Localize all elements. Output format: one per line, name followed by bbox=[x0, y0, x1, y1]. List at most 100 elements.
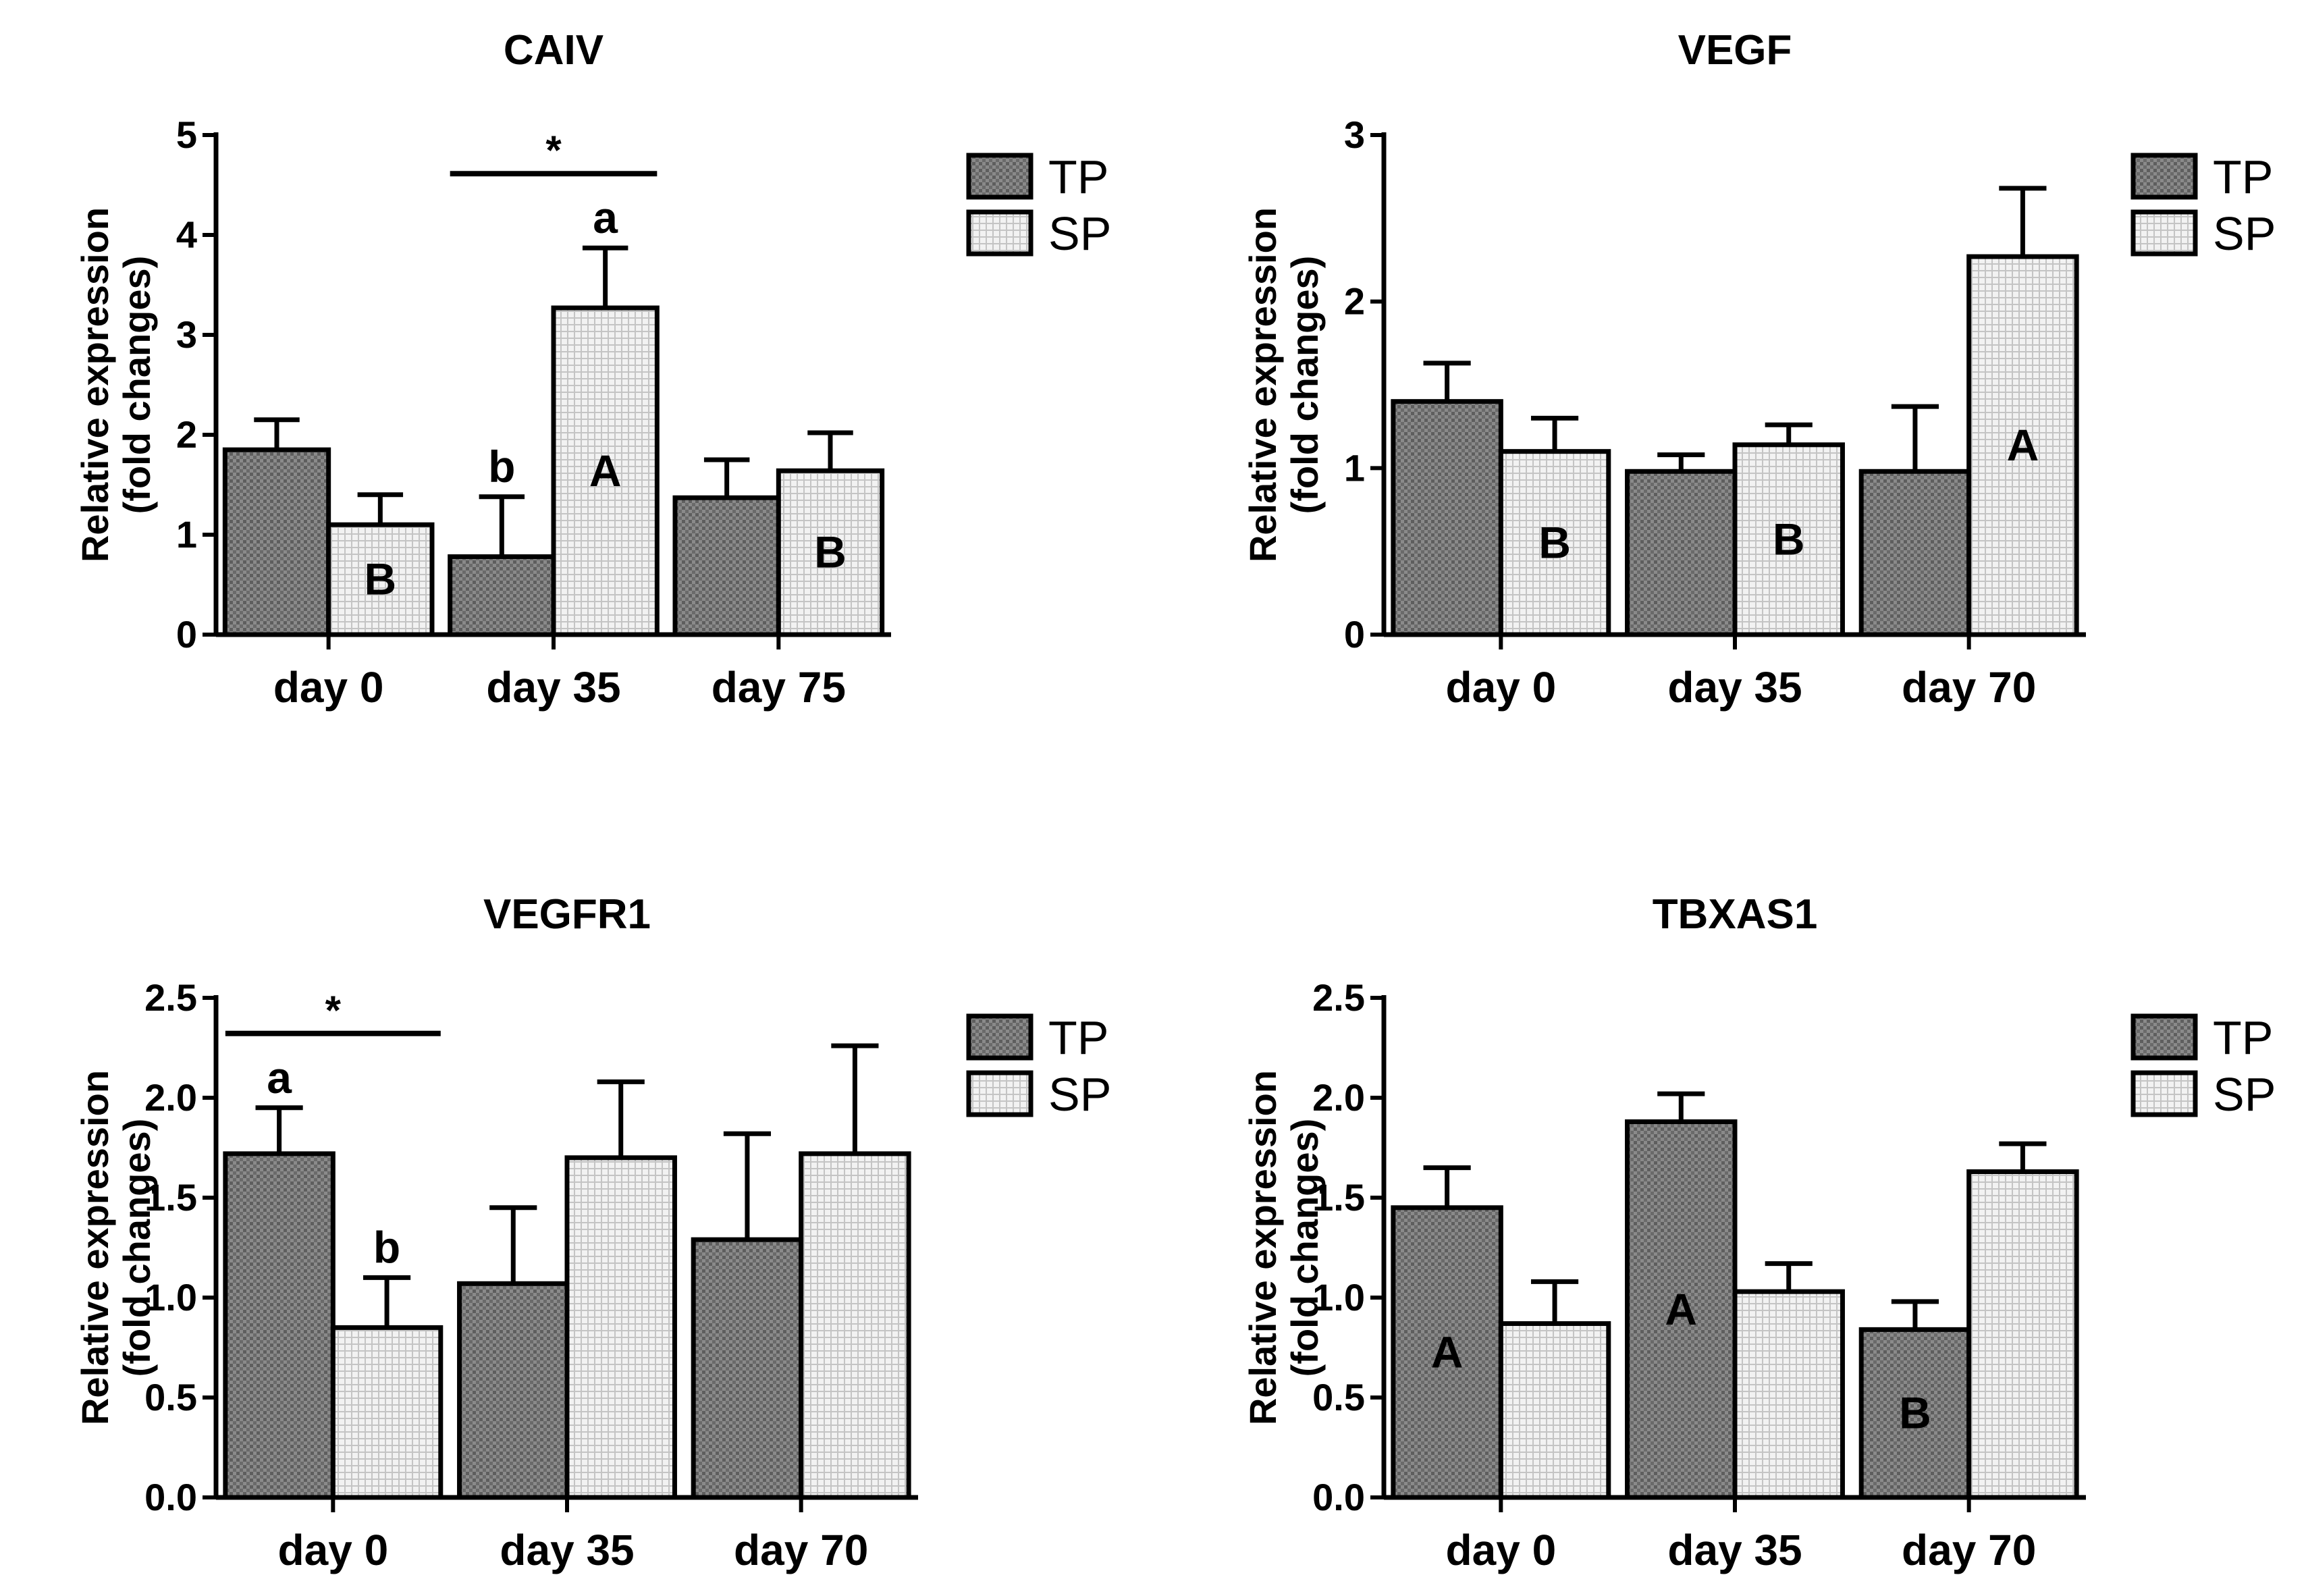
bar-tp bbox=[672, 495, 781, 637]
y-tick-label: 2 bbox=[1344, 280, 1365, 323]
y-tick-label: 1 bbox=[176, 513, 197, 556]
x-category-label: day 0 bbox=[1446, 1526, 1557, 1574]
bar-tp bbox=[448, 554, 556, 637]
bar-tp bbox=[222, 447, 331, 637]
x-category-label: day 35 bbox=[1667, 663, 1802, 712]
significance-asterisk: * bbox=[325, 988, 342, 1033]
x-category-label: day 75 bbox=[712, 663, 846, 712]
legend-label-tp: TP bbox=[2213, 151, 2273, 203]
y-tick-label: 3 bbox=[1344, 113, 1365, 156]
chart-title: VEGF bbox=[1678, 27, 1792, 74]
bar-tp bbox=[223, 1151, 336, 1500]
group-letter: B bbox=[364, 554, 396, 604]
bar-tp bbox=[457, 1281, 570, 1500]
significance-letter: a bbox=[593, 192, 618, 242]
group-letter: B bbox=[1899, 1388, 1931, 1438]
bar-sp bbox=[1732, 1289, 1845, 1500]
y-tick-label: 1.5 bbox=[1312, 1176, 1365, 1219]
y-tick-label: 1 bbox=[1344, 446, 1365, 489]
x-category-label: day 70 bbox=[734, 1526, 868, 1574]
y-tick-label: 0 bbox=[1344, 613, 1365, 656]
legend-label-sp: SP bbox=[2213, 207, 2276, 260]
chart-tbxas1: TBXAS1 Relative expression (fold changes) A… bbox=[1241, 891, 2276, 1574]
y-tick-label: 0.0 bbox=[1312, 1476, 1365, 1518]
chart-vegf: VEGF Relative expression (fold changes) B B A… bbox=[1241, 27, 2276, 712]
legend-label-tp: TP bbox=[2213, 1011, 2273, 1064]
bar-tp bbox=[1391, 1205, 1503, 1500]
x-category-label: day 35 bbox=[486, 663, 620, 712]
y-tick-label: 2.0 bbox=[1312, 1076, 1365, 1119]
legend-swatch-sp bbox=[2130, 1070, 2198, 1117]
group-letter: A bbox=[589, 446, 622, 496]
group-letter: A bbox=[2007, 420, 2039, 470]
y-axis-label-line: Relative expression bbox=[74, 207, 116, 562]
y-tick-label: 4 bbox=[176, 213, 197, 256]
significance-asterisk: * bbox=[545, 128, 562, 173]
y-axis-label-line: (fold changes) bbox=[1283, 1119, 1326, 1377]
y-axis-label-line: Relative expression bbox=[1241, 207, 1284, 562]
group-letter: B bbox=[814, 527, 847, 577]
bar-sp bbox=[799, 1151, 911, 1500]
chart-vegfr1: VEGFR1 Relative expression (fold changes) a… bbox=[74, 891, 1111, 1574]
legend-swatch-sp bbox=[2130, 209, 2198, 257]
chart-title: CAIV bbox=[504, 27, 604, 74]
legend-swatch-tp bbox=[966, 1013, 1034, 1061]
y-tick-label: 1.0 bbox=[1312, 1276, 1365, 1319]
bar-tp bbox=[1391, 399, 1503, 637]
legend-label-sp: SP bbox=[1048, 1068, 1111, 1121]
group-letter: B bbox=[1773, 514, 1805, 564]
bar-tp bbox=[691, 1237, 804, 1500]
y-tick-label: 2.5 bbox=[1312, 976, 1365, 1019]
x-category-label: day 70 bbox=[1902, 1526, 2036, 1574]
legend-label-tp: TP bbox=[1048, 1011, 1108, 1064]
x-category-label: day 35 bbox=[1667, 1526, 1802, 1574]
x-category-label: day 0 bbox=[1446, 663, 1557, 712]
x-category-label: day 0 bbox=[273, 663, 384, 712]
y-tick-label: 5 bbox=[176, 113, 197, 156]
legend-label-sp: SP bbox=[2213, 1068, 2276, 1121]
chart-title: VEGFR1 bbox=[483, 891, 651, 938]
chart-title: TBXAS1 bbox=[1653, 891, 1818, 938]
y-tick-label: 2.5 bbox=[144, 976, 197, 1019]
y-tick-label: 0.5 bbox=[144, 1376, 197, 1418]
significance-letter: b bbox=[488, 442, 515, 491]
group-letter: A bbox=[1431, 1327, 1464, 1377]
legend-label-tp: TP bbox=[1048, 151, 1108, 203]
y-axis-label-line: Relative expression bbox=[1241, 1070, 1284, 1425]
y-tick-label: 1.0 bbox=[144, 1276, 197, 1319]
legend-swatch-tp bbox=[966, 153, 1034, 200]
y-tick-label: 2 bbox=[176, 413, 197, 456]
x-category-label: day 0 bbox=[278, 1526, 389, 1574]
bar-sp bbox=[330, 1325, 444, 1500]
y-axis-label-line: Relative expression bbox=[74, 1070, 116, 1425]
group-letter: A bbox=[1665, 1284, 1697, 1334]
y-tick-label: 0.5 bbox=[1312, 1376, 1365, 1418]
x-category-label: day 70 bbox=[1902, 663, 2036, 712]
y-tick-label: 1.5 bbox=[144, 1176, 197, 1219]
y-tick-label: 0 bbox=[176, 613, 197, 656]
group-letter: B bbox=[1538, 517, 1571, 567]
significance-letter: a bbox=[267, 1053, 292, 1102]
y-tick-label: 0.0 bbox=[144, 1476, 197, 1518]
legend-swatch-sp bbox=[966, 1070, 1034, 1117]
y-tick-label: 3 bbox=[176, 313, 197, 356]
y-axis-label-line: (fold changes) bbox=[1283, 256, 1326, 514]
bar-tp bbox=[1625, 1119, 1738, 1500]
x-category-label: day 35 bbox=[500, 1526, 634, 1574]
bar-tp bbox=[1858, 469, 1972, 637]
bar-sp bbox=[564, 1155, 677, 1500]
y-axis-label-line: (fold changes) bbox=[115, 1119, 158, 1377]
bar-sp bbox=[1966, 1169, 2079, 1500]
bar-tp bbox=[1625, 469, 1738, 637]
y-axis-label-line: (fold changes) bbox=[115, 256, 158, 514]
legend-swatch-sp bbox=[966, 209, 1034, 257]
legend-swatch-tp bbox=[2130, 1013, 2198, 1061]
y-tick-label: 2.0 bbox=[144, 1076, 197, 1119]
chart-caiv: CAIV Relative expression (fold changes) b Ba… bbox=[74, 27, 1111, 712]
significance-letter: b bbox=[373, 1222, 400, 1272]
bar-sp bbox=[1498, 1321, 1611, 1500]
legend-swatch-tp bbox=[2130, 153, 2198, 200]
legend-label-sp: SP bbox=[1048, 207, 1111, 260]
